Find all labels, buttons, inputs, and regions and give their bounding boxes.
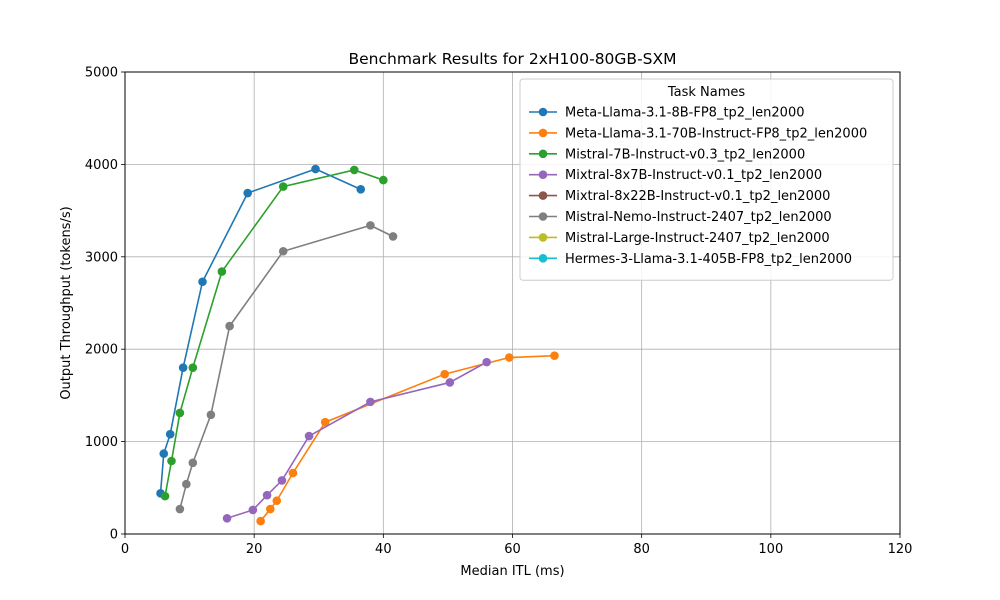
legend-box [519, 78, 894, 281]
data-point [222, 513, 232, 523]
data-point [165, 429, 175, 439]
data-point [277, 476, 287, 485]
data-point [278, 182, 288, 191]
legend-label: Mistral-7B-Instruct-v0.3_tp2_len2000 [565, 147, 805, 162]
y-tick-label: 4000 [85, 158, 118, 173]
data-point [504, 353, 514, 362]
y-axis-label: Output Throughput (tokens/s) [59, 206, 74, 399]
legend-swatch-marker [538, 212, 548, 221]
data-point [198, 277, 207, 287]
data-point [262, 490, 272, 500]
data-point [379, 175, 388, 185]
series-line [164, 169, 384, 497]
x-tick-label: 120 [888, 542, 913, 557]
legend-label: Mistral-Large-Instruct-2407_tp2_len2000 [565, 231, 830, 246]
data-point [175, 408, 185, 418]
data-point [356, 185, 366, 194]
y-tick-label: 3000 [85, 250, 118, 265]
data-point [159, 449, 169, 458]
y-tick-label: 0 [110, 528, 118, 543]
legend-label: Mixtral-8x7B-Instruct-v0.1_tp2_len2000 [565, 168, 822, 183]
data-point [188, 363, 198, 372]
data-point [182, 479, 191, 489]
legend-label: Meta-Llama-3.1-70B-Instruct-FP8_tp2_len2… [565, 126, 867, 141]
data-point [320, 417, 330, 427]
data-point [482, 357, 491, 367]
data-point [272, 496, 282, 506]
legend-swatch-marker [538, 128, 548, 138]
series-group [160, 165, 388, 501]
x-tick-label: 20 [246, 542, 263, 557]
legend-swatch-marker [538, 170, 548, 179]
legend-title: Task Names [667, 85, 746, 100]
axis-ticks: 0 20 40 60 80 100 120 0 1000 2000 3000 4000 5000 [85, 66, 913, 558]
data-point [225, 321, 234, 331]
data-point [243, 188, 253, 198]
data-point [304, 431, 314, 441]
x-axis-label: Median ITL (ms) [460, 564, 564, 579]
legend: Task Names Meta-Llama-3.1-8B-FP8_tp2_len2… [519, 78, 894, 281]
data-point [266, 504, 275, 514]
y-tick-label: 1000 [85, 435, 118, 450]
data-point [388, 232, 398, 241]
data-point [175, 504, 185, 514]
legend-item: Mixtral-8x22B-Instruct-v0.1_tp2_len2000 [529, 189, 830, 204]
data-point [206, 410, 216, 420]
legend-swatch-marker [538, 233, 548, 242]
data-point [311, 164, 320, 174]
x-tick-label: 60 [504, 542, 521, 557]
legend-label: Hermes-3-Llama-3.1-405B-FP8_tp2_len2000 [565, 252, 852, 267]
legend-item: Meta-Llama-3.1-70B-Instruct-FP8_tp2_len2… [529, 126, 867, 141]
legend-label: Mistral-Nemo-Instruct-2407_tp2_len2000 [565, 210, 832, 225]
series-group [156, 164, 366, 498]
data-point [366, 397, 375, 407]
data-point [248, 505, 258, 515]
data-point [167, 456, 176, 466]
data-point [278, 246, 288, 256]
series-layer [156, 164, 559, 526]
legend-swatch-marker [538, 107, 548, 117]
data-point [440, 369, 449, 379]
series-group [256, 351, 559, 526]
legend-item: Mixtral-8x7B-Instruct-v0.1_tp2_len2000 [529, 168, 822, 183]
legend-label: Meta-Llama-3.1-8B-FP8_tp2_len2000 [565, 106, 805, 121]
legend-item: Hermes-3-Llama-3.1-405B-FP8_tp2_len2000 [529, 252, 852, 267]
data-point [366, 221, 375, 230]
data-point [256, 516, 265, 526]
data-point [550, 351, 559, 360]
legend-swatch-marker [538, 253, 548, 263]
y-tick-label: 5000 [85, 66, 118, 81]
x-tick-label: 40 [375, 542, 392, 557]
legend-swatch-marker [538, 191, 548, 200]
series-group [175, 221, 398, 514]
chart-title: Benchmark Results for 2xH100-80GB-SXM [348, 50, 676, 68]
data-point [288, 468, 298, 478]
y-tick-label: 2000 [85, 343, 118, 358]
legend-item: Mistral-Large-Instruct-2407_tp2_len2000 [529, 231, 830, 246]
legend-label: Mixtral-8x22B-Instruct-v0.1_tp2_len2000 [565, 189, 830, 204]
data-point [217, 267, 227, 276]
legend-swatch-marker [538, 149, 548, 159]
data-point [178, 363, 188, 372]
data-point [445, 378, 455, 387]
legend-item: Mistral-7B-Instruct-v0.3_tp2_len2000 [529, 147, 805, 162]
x-tick-label: 0 [121, 542, 129, 557]
series-group [222, 357, 491, 523]
legend-item: Meta-Llama-3.1-8B-FP8_tp2_len2000 [529, 106, 805, 121]
data-point [160, 491, 170, 501]
data-point [349, 165, 359, 175]
x-tick-label: 100 [758, 542, 783, 557]
legend-item: Mistral-Nemo-Instruct-2407_tp2_len2000 [529, 210, 832, 225]
x-tick-label: 80 [633, 542, 650, 557]
data-point [188, 458, 198, 468]
